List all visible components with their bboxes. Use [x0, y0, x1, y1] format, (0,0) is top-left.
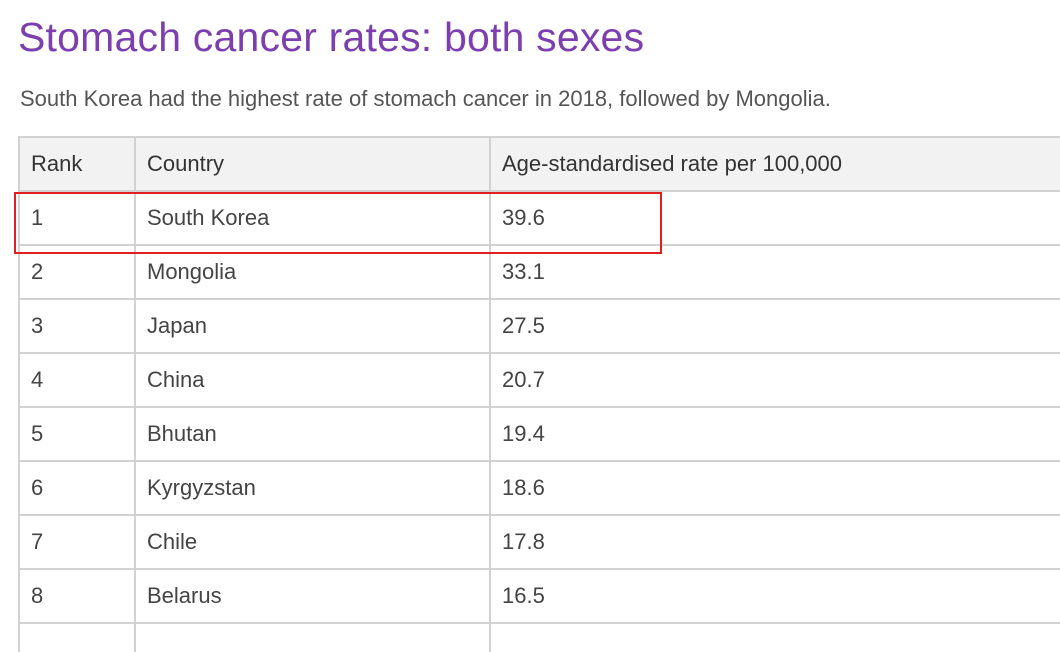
table-row: 1 South Korea 39.6: [18, 190, 1060, 246]
country-cell: Bhutan: [134, 406, 491, 462]
table-row-partial: [18, 622, 1060, 652]
rank-cell: 6: [18, 460, 136, 516]
page-subtitle: South Korea had the highest rate of stom…: [20, 86, 831, 111]
rank-cell: 2: [18, 244, 136, 300]
country-cell: [134, 622, 491, 652]
rank-cell: 5: [18, 406, 136, 462]
rate-cell: 16.5: [489, 568, 1060, 624]
country-cell: Chile: [134, 514, 491, 570]
rate-cell: 18.6: [489, 460, 1060, 516]
table-row: 7 Chile 17.8: [18, 514, 1060, 570]
page-title: Stomach cancer rates: both sexes: [18, 14, 645, 60]
rate-cell: 17.8: [489, 514, 1060, 570]
table-row: 5 Bhutan 19.4: [18, 406, 1060, 462]
rank-cell: 1: [18, 190, 136, 246]
column-header-country: Country: [134, 136, 491, 192]
rank-cell: [18, 622, 136, 652]
rate-cell: 27.5: [489, 298, 1060, 354]
table-row: 8 Belarus 16.5: [18, 568, 1060, 624]
ranking-table-container: Rank Country Age-standardised rate per 1…: [18, 136, 1060, 652]
country-cell: Mongolia: [134, 244, 491, 300]
column-header-rank: Rank: [18, 136, 136, 192]
rate-cell: 33.1: [489, 244, 1060, 300]
rate-cell: [489, 622, 1060, 652]
table-row: 2 Mongolia 33.1: [18, 244, 1060, 300]
table-row: 3 Japan 27.5: [18, 298, 1060, 354]
rank-cell: 4: [18, 352, 136, 408]
table-header-row: Rank Country Age-standardised rate per 1…: [18, 136, 1060, 192]
country-cell: South Korea: [134, 190, 491, 246]
table-row: 4 China 20.7: [18, 352, 1060, 408]
table-row: 6 Kyrgyzstan 18.6: [18, 460, 1060, 516]
column-header-rate: Age-standardised rate per 100,000: [489, 136, 1060, 192]
country-cell: China: [134, 352, 491, 408]
rank-cell: 3: [18, 298, 136, 354]
rank-cell: 7: [18, 514, 136, 570]
rate-cell: 39.6: [489, 190, 1060, 246]
ranking-table: Rank Country Age-standardised rate per 1…: [18, 136, 1060, 652]
country-cell: Kyrgyzstan: [134, 460, 491, 516]
rate-cell: 20.7: [489, 352, 1060, 408]
rank-cell: 8: [18, 568, 136, 624]
rate-cell: 19.4: [489, 406, 1060, 462]
country-cell: Belarus: [134, 568, 491, 624]
country-cell: Japan: [134, 298, 491, 354]
